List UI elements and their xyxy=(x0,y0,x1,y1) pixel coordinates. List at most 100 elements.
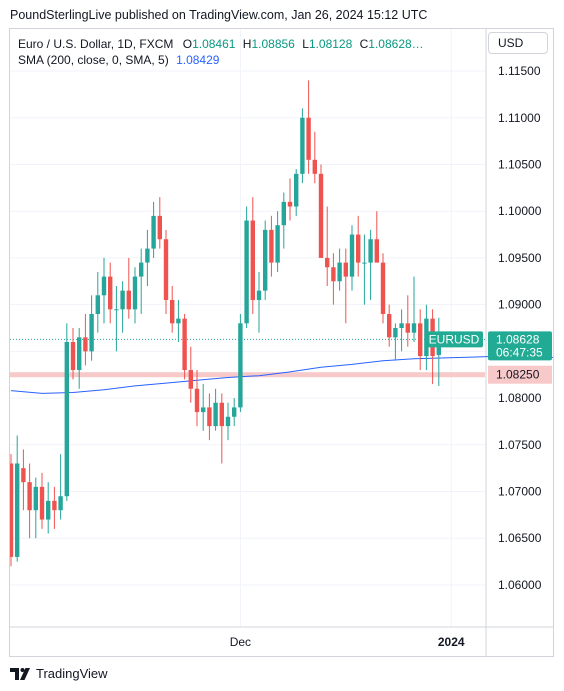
candle-body[interactable] xyxy=(263,229,268,291)
candle-body[interactable] xyxy=(269,229,274,263)
level-price-value: 1.08250 xyxy=(496,368,540,382)
candlestick-chart[interactable]: 1.11500 1.11000 1.10500 1.10000 1.09500 1.090… xyxy=(10,29,553,656)
candle-body[interactable] xyxy=(343,262,348,277)
candle-body[interactable] xyxy=(281,201,286,226)
candle-body[interactable] xyxy=(250,220,255,300)
candle-body[interactable] xyxy=(337,262,342,282)
candle-body[interactable] xyxy=(238,323,243,408)
candle-body[interactable] xyxy=(108,276,113,310)
candle-body[interactable] xyxy=(318,173,324,258)
candle-body[interactable] xyxy=(46,500,51,520)
candle-body[interactable] xyxy=(213,402,218,427)
candle-body[interactable] xyxy=(151,215,156,249)
candle-body[interactable] xyxy=(393,328,398,338)
candle-body[interactable] xyxy=(52,500,57,511)
candle-body[interactable] xyxy=(188,370,193,389)
y-tick-label: 1.11000 xyxy=(498,111,541,125)
sma-line[interactable] xyxy=(10,355,553,394)
candle-body[interactable] xyxy=(126,290,131,310)
footer-brand: TradingView xyxy=(36,666,108,681)
candle-body[interactable] xyxy=(145,248,150,263)
y-tick-label: 1.07500 xyxy=(498,438,542,452)
candle-body[interactable] xyxy=(27,482,32,511)
legend-open-value: 1.08461 xyxy=(192,37,236,51)
legend-close-label: C xyxy=(359,37,369,51)
candle-body[interactable] xyxy=(95,295,100,314)
currency-button[interactable]: USD xyxy=(488,32,548,54)
publish-line: PoundSterlingLive published on TradingVi… xyxy=(10,8,428,22)
tradingview-logo-icon xyxy=(10,667,30,680)
candle-body[interactable] xyxy=(244,220,249,324)
symbol-price-tag[interactable] xyxy=(425,331,483,348)
candle-body[interactable] xyxy=(157,215,162,240)
candle-body[interactable] xyxy=(170,299,175,324)
y-tick-label: 1.09000 xyxy=(498,298,542,312)
candle-body[interactable] xyxy=(405,323,410,333)
candle-body[interactable] xyxy=(232,407,237,417)
candle-body[interactable] xyxy=(225,416,231,427)
candle-body[interactable] xyxy=(182,318,187,371)
horizontal-level-line[interactable] xyxy=(10,372,485,378)
last-price-tag[interactable] xyxy=(488,331,552,361)
candle-body[interactable] xyxy=(300,117,305,174)
candle-body[interactable] xyxy=(356,234,361,263)
y-tick-label: 1.11500 xyxy=(498,64,541,78)
legend-open-label: O xyxy=(182,37,193,51)
symbol-tag-label: EURUSD xyxy=(429,332,480,346)
candle-body[interactable] xyxy=(120,290,125,310)
candle-body[interactable] xyxy=(10,463,14,557)
candle-body[interactable] xyxy=(15,463,20,557)
y-tick-label: 1.10000 xyxy=(498,204,542,218)
candle-body[interactable] xyxy=(331,267,336,282)
level-price-tag[interactable] xyxy=(488,365,552,384)
candle-body[interactable] xyxy=(83,337,88,352)
footer-logo[interactable]: TradingView xyxy=(10,666,108,681)
legend-low-label: L xyxy=(302,37,309,51)
candle-body[interactable] xyxy=(163,239,169,300)
candle-body[interactable] xyxy=(58,496,63,511)
y-tick-label: 1.06000 xyxy=(498,578,542,592)
candle-body[interactable] xyxy=(380,262,386,314)
candle-body[interactable] xyxy=(77,337,82,371)
y-tick-label: 1.10500 xyxy=(498,157,542,171)
candle-body[interactable] xyxy=(256,290,262,300)
candle-body[interactable] xyxy=(101,276,107,296)
candle-body[interactable] xyxy=(194,388,200,413)
legend-close-value: 1.08628… xyxy=(368,37,424,51)
candle-body[interactable] xyxy=(139,262,144,277)
candle-body[interactable] xyxy=(114,309,119,311)
candle-body[interactable] xyxy=(368,239,373,263)
candle-body[interactable] xyxy=(325,257,330,268)
candle-body[interactable] xyxy=(64,342,69,497)
candle-body[interactable] xyxy=(275,225,280,263)
legend-sma-value: 1.08429 xyxy=(176,53,220,67)
candle-body[interactable] xyxy=(21,468,26,483)
candle-body[interactable] xyxy=(294,173,299,207)
candle-body[interactable] xyxy=(399,323,404,328)
candle-body[interactable] xyxy=(89,313,94,352)
candle-body[interactable] xyxy=(306,117,311,160)
last-price-value: 1.08628 xyxy=(496,332,540,346)
candle-body[interactable] xyxy=(362,262,367,264)
candle-body[interactable] xyxy=(39,486,45,520)
legend-low-value: 1.08128 xyxy=(308,37,353,51)
y-tick-label: 1.07000 xyxy=(498,485,542,499)
candle-body[interactable] xyxy=(33,486,38,511)
candle-body[interactable] xyxy=(418,323,423,357)
legend-symbol[interactable]: Euro / U.S. Dollar, 1D, FXCM xyxy=(18,37,174,51)
candle-body[interactable] xyxy=(219,402,224,427)
candle-body[interactable] xyxy=(312,159,317,174)
candle-body[interactable] xyxy=(287,201,293,207)
candle-body[interactable] xyxy=(349,234,355,277)
candle-body[interactable] xyxy=(207,407,212,427)
candle-body[interactable] xyxy=(132,276,138,310)
candle-body[interactable] xyxy=(374,239,379,263)
candle-body[interactable] xyxy=(387,313,392,338)
candle-body[interactable] xyxy=(201,407,206,413)
candle-body[interactable] xyxy=(176,318,181,324)
candle-body[interactable] xyxy=(70,342,76,371)
candle-body[interactable] xyxy=(411,323,417,333)
legend-high-label: H xyxy=(242,37,252,51)
legend-sma-label[interactable]: SMA (200, close, 0, SMA, 5) xyxy=(18,53,169,67)
chart-frame: 1.11500 1.11000 1.10500 1.10000 1.09500 1.090… xyxy=(9,28,554,657)
